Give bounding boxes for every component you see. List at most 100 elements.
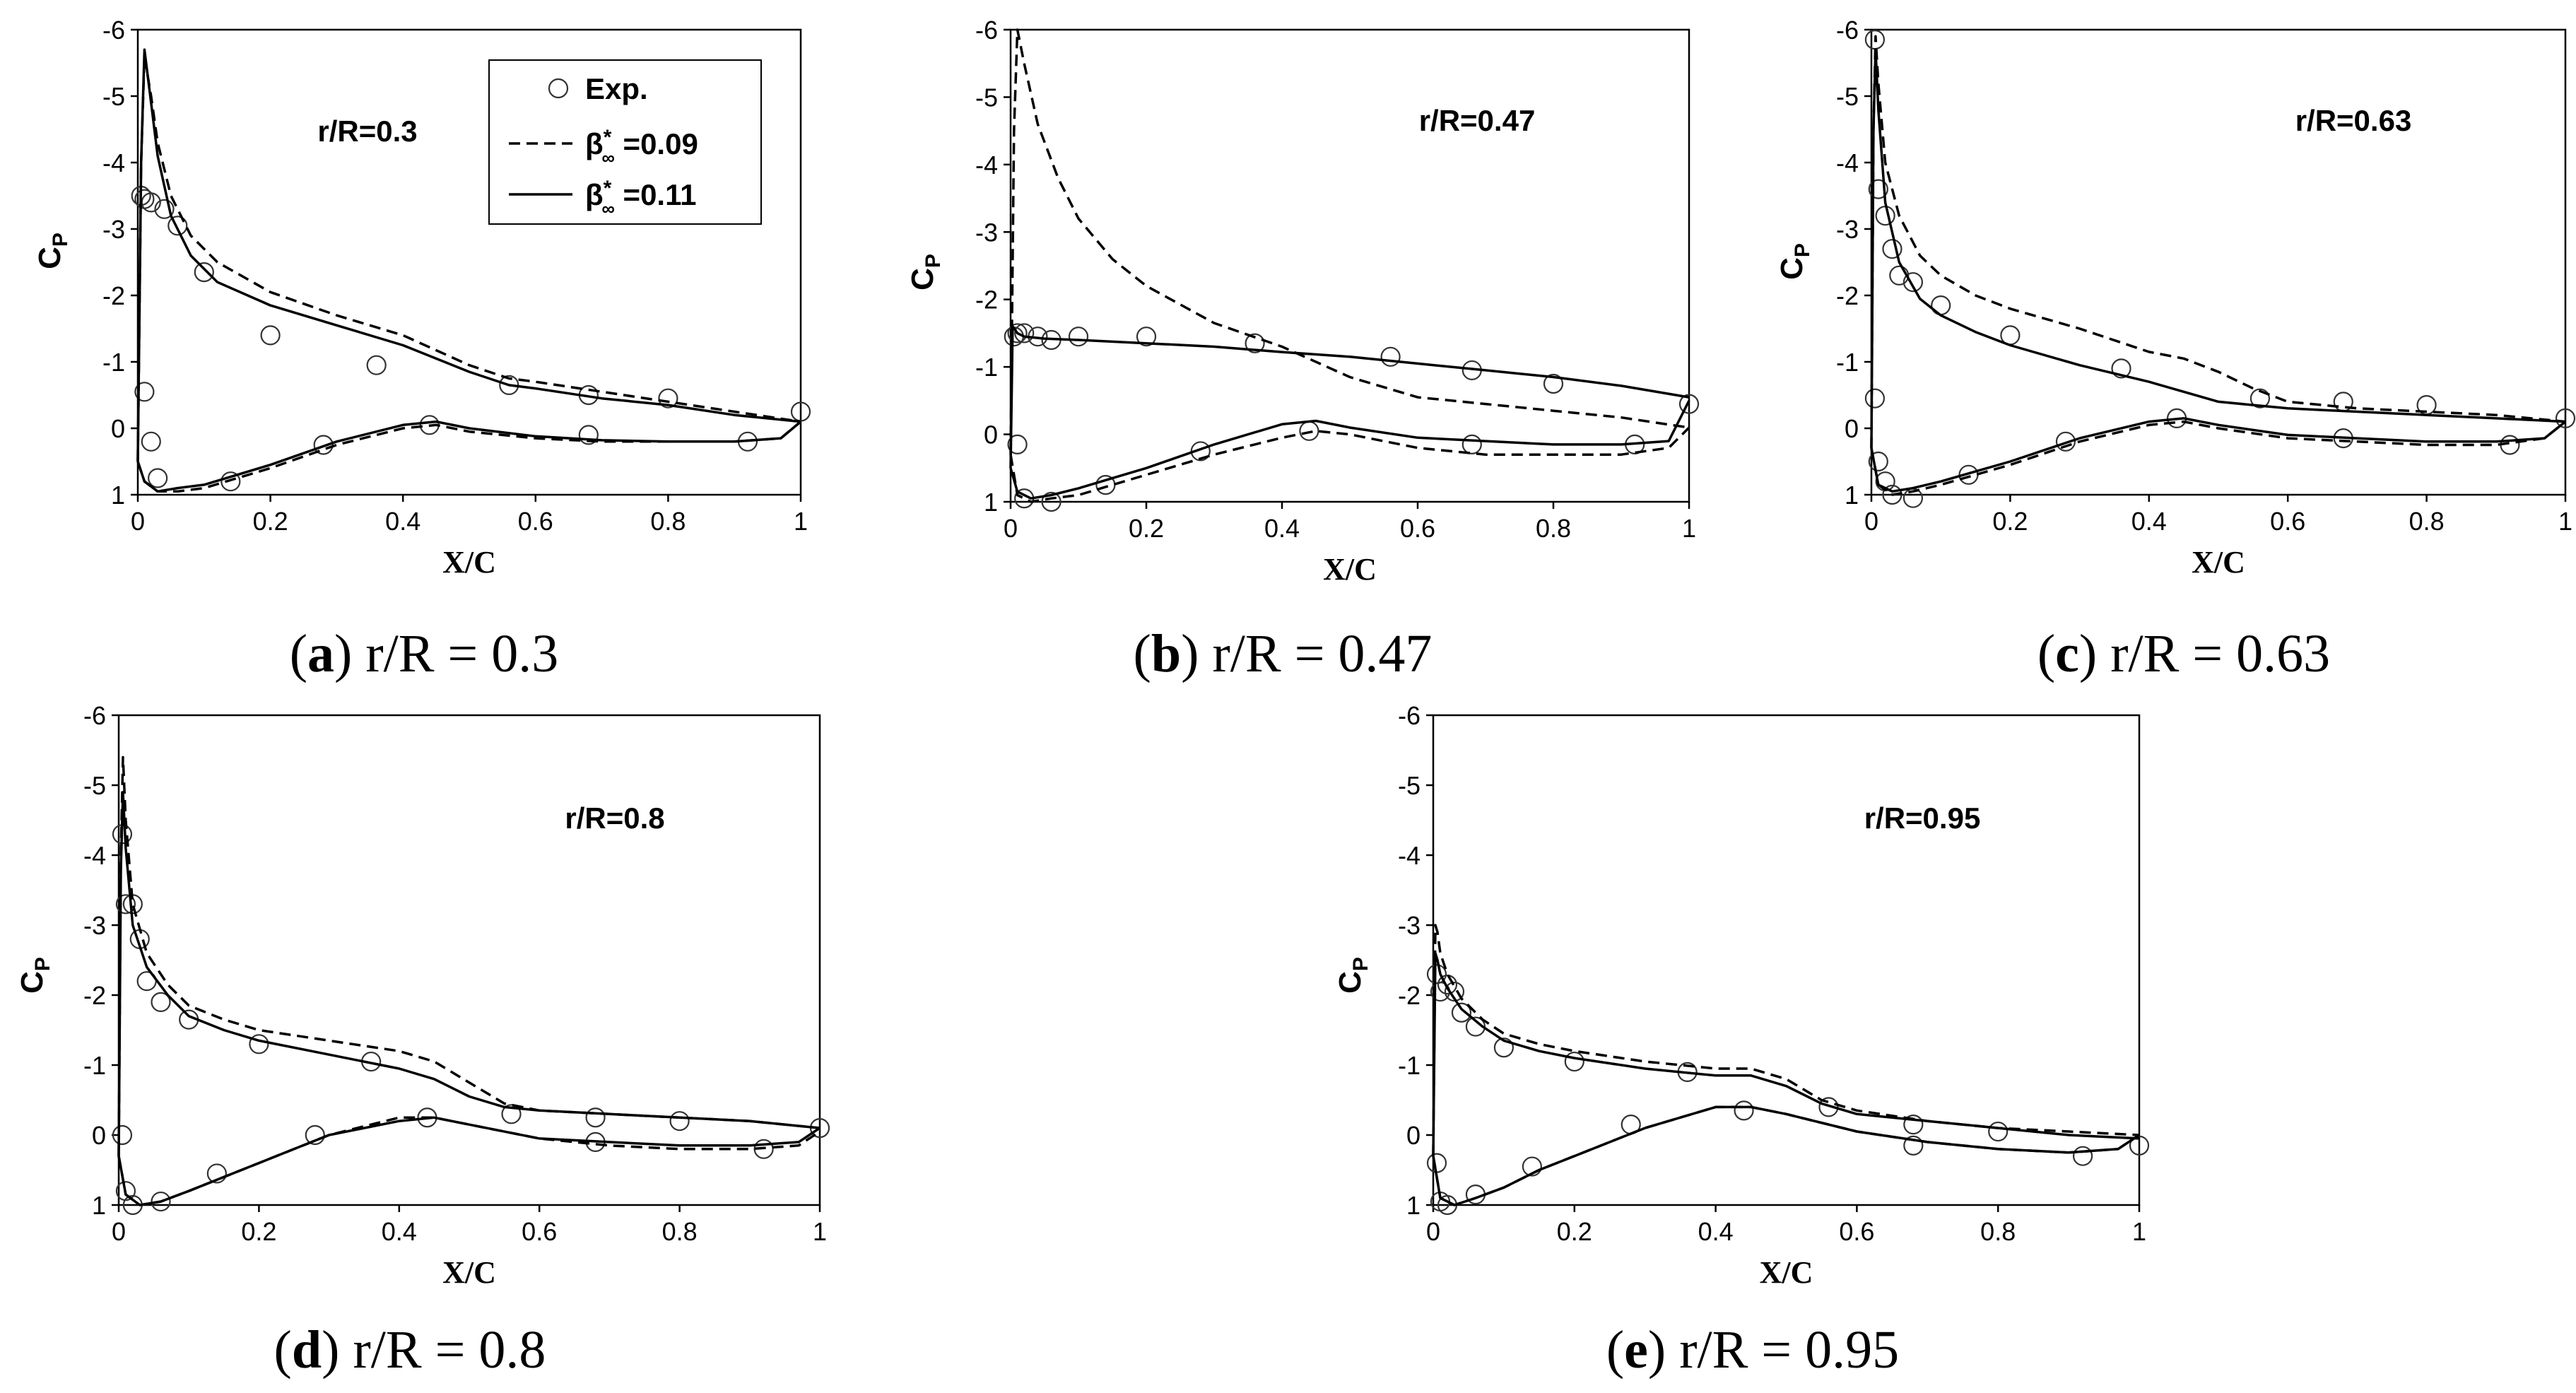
y-tick-label: -4	[102, 148, 125, 177]
y-tick-label: -4	[975, 151, 998, 180]
legend-dashed-sup: *	[604, 126, 612, 149]
exp-data-point	[249, 1034, 269, 1054]
exp-data-point	[194, 262, 214, 283]
exp-data-point	[115, 894, 136, 915]
y-axis-label: CP	[1333, 957, 1372, 994]
exp-data-point	[2249, 388, 2271, 409]
y-axis-label-main: C	[15, 971, 49, 994]
y-tick-label: -3	[975, 218, 998, 247]
y-tick-label: 1	[111, 481, 125, 510]
x-tick-label: 0	[1426, 1217, 1440, 1246]
exp-data-point	[1007, 323, 1028, 343]
y-tick-label: 0	[1406, 1121, 1421, 1150]
x-tick-label: 0.2	[253, 507, 288, 536]
panel-caption: (a) r/R = 0.3	[290, 624, 559, 683]
series-line-beta-0-09	[1870, 35, 2566, 449]
exp-data-point	[148, 468, 168, 488]
series-line-beta-0-11	[117, 1116, 821, 1206]
exp-data-point	[260, 325, 281, 346]
y-tick-label: -6	[1398, 701, 1421, 730]
legend: Exp.β* ∞ =0.09β* ∞ =0.11	[488, 59, 762, 225]
legend-dashed-value: =0.09	[615, 127, 698, 160]
y-tick-label: 0	[984, 421, 998, 449]
series-line-beta-0-11	[1009, 400, 1690, 500]
exp-data-point	[1462, 434, 1482, 454]
exp-data-point	[1868, 179, 1888, 199]
x-axis-label: X/C	[442, 545, 496, 580]
exp-data-point	[1380, 346, 1401, 367]
x-tick-label: 0.4	[2131, 507, 2167, 536]
exp-data-point	[112, 1124, 133, 1146]
caption-paren-close: )	[322, 1320, 339, 1380]
x-axis-label: X/C	[2192, 545, 2245, 580]
series-line-beta-0-09	[117, 1116, 821, 1206]
series-line-beta-0-11	[1870, 48, 2566, 449]
legend-solid-sup: *	[604, 177, 612, 200]
y-tick-label: -2	[1398, 981, 1421, 1010]
x-tick-label: 0	[1004, 514, 1018, 543]
exp-data-point	[154, 199, 175, 219]
caption-letter: c	[2055, 624, 2079, 683]
exp-data-point	[753, 1139, 774, 1159]
panel-caption: (d) r/R = 0.8	[274, 1320, 546, 1380]
plot-frame	[136, 28, 802, 496]
exp-data-point	[1451, 1002, 1472, 1023]
panel-annotation: r/R=0.8	[565, 801, 664, 835]
series-line-beta-0-11	[1432, 951, 2140, 1156]
exp-data-point	[1882, 484, 1902, 505]
exp-data-point	[1522, 1156, 1542, 1177]
caption-paren-close: )	[334, 624, 352, 683]
y-tick-label: 1	[1845, 481, 1859, 510]
series-line-beta-0-11	[1009, 325, 1690, 469]
exp-data-point	[1299, 421, 1319, 441]
legend-solid-label: β* ∞ =0.11	[585, 177, 697, 219]
x-tick-label: 0.6	[1839, 1217, 1874, 1246]
panel-annotation: r/R=0.47	[1419, 104, 1536, 137]
panel-annotation: r/R=0.3	[317, 114, 417, 148]
y-tick-label: -1	[1836, 348, 1859, 377]
caption-text: r/R = 0.3	[352, 624, 558, 683]
series-line-beta-0-09	[136, 421, 802, 493]
exp-data-point	[1136, 327, 1157, 347]
y-tick-label: -1	[102, 348, 125, 377]
caption-letter: d	[292, 1320, 322, 1380]
exp-data-point	[305, 1124, 325, 1146]
exp-data-point	[1903, 1135, 1924, 1156]
x-tick-label: 1	[794, 507, 808, 536]
y-tick-label: 0	[92, 1121, 106, 1150]
y-tick-label: -2	[1836, 281, 1859, 310]
x-tick-label: 0.6	[518, 507, 553, 536]
x-tick-label: 0	[131, 507, 145, 536]
caption-letter: e	[1624, 1320, 1648, 1380]
series-line-beta-0-11	[136, 48, 801, 462]
x-tick-label: 0.8	[1536, 514, 1571, 543]
x-axis-label: X/C	[442, 1255, 496, 1290]
exp-data-point	[2111, 358, 2131, 379]
caption-paren-open: (	[1606, 1320, 1624, 1380]
y-tick-label: -5	[102, 82, 125, 111]
y-tick-label: -5	[83, 771, 106, 800]
y-axis-label: CP	[1775, 243, 1814, 280]
exp-data-point	[1437, 975, 1458, 995]
series-line-beta-0-09	[1870, 420, 2567, 496]
y-tick-label: -6	[1836, 16, 1859, 45]
x-tick-label: 0.4	[385, 507, 420, 536]
legend-dashed-beta: β	[585, 127, 604, 160]
panel-caption: (e) r/R = 0.95	[1606, 1320, 1899, 1380]
series-line-beta-0-09	[136, 54, 801, 462]
y-axis-label-sub: P	[922, 254, 945, 268]
panel-caption: (b) r/R = 0.47	[1134, 624, 1433, 683]
x-tick-label: 1	[1682, 514, 1696, 543]
y-tick-label: -2	[83, 981, 106, 1010]
y-tick-label: -3	[1398, 911, 1421, 940]
x-tick-label: 1	[2132, 1217, 2146, 1246]
y-axis-label-sub: P	[1791, 243, 1814, 257]
y-tick-label: -6	[102, 16, 125, 45]
caption-paren-open: (	[2037, 624, 2055, 683]
exp-data-point	[206, 1163, 227, 1184]
